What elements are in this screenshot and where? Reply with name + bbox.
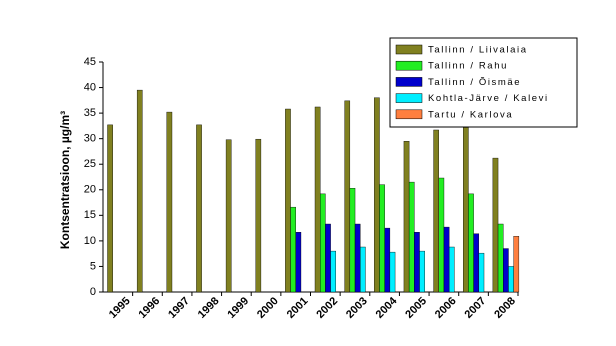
- bar: [136, 89, 143, 293]
- bar: [320, 193, 326, 293]
- y-axis-label: Kontsentratsioon, µg/m³: [58, 111, 72, 249]
- y-tick-label: 20: [84, 184, 96, 196]
- bar: [349, 188, 356, 293]
- y-tick-label: 10: [84, 235, 96, 247]
- bar: [384, 227, 391, 293]
- bar: [314, 106, 321, 293]
- bar: [448, 246, 455, 293]
- x-tick-label: 2001: [285, 295, 311, 321]
- y-tick-label: 40: [84, 81, 96, 93]
- x-tick-label: 1996: [136, 295, 162, 321]
- legend-swatch: [395, 60, 423, 71]
- legend-swatch: [395, 77, 423, 87]
- bar: [290, 206, 296, 293]
- legend-swatch: [395, 109, 423, 120]
- bar: [379, 184, 385, 293]
- legend-label: Tallinn / Liivalaia: [428, 45, 528, 56]
- bar: [354, 223, 361, 293]
- bar: [255, 138, 262, 293]
- bar: [295, 231, 302, 293]
- y-tick-label: 15: [84, 209, 96, 221]
- bar: [473, 233, 480, 293]
- x-tick-label: 2003: [344, 295, 370, 321]
- x-tick-label: 2004: [374, 294, 400, 320]
- bar: [325, 223, 331, 293]
- bar: [225, 139, 232, 293]
- legend-label: Tartu / Karlova: [428, 109, 513, 120]
- x-tick-label: 2002: [314, 295, 340, 321]
- bar: [478, 252, 485, 293]
- x-tick-label: 2008: [492, 295, 518, 321]
- bar: [463, 127, 469, 293]
- bar: [433, 129, 439, 293]
- y-tick-label: 0: [90, 286, 96, 298]
- bar: [166, 111, 173, 293]
- x-tick-label: 1999: [225, 295, 251, 321]
- bar: [419, 250, 425, 293]
- legend-swatch: [395, 44, 423, 55]
- bar: [414, 231, 420, 293]
- x-tick-label: 1997: [166, 295, 192, 321]
- legend-swatch: [395, 93, 423, 103]
- x-tick-label: 1998: [196, 295, 222, 321]
- bar: [389, 251, 396, 293]
- bar: [196, 124, 202, 293]
- y-tick-label: 35: [84, 107, 96, 119]
- bar: [408, 181, 415, 293]
- y-tick-label: 25: [84, 158, 96, 170]
- legend-label: Tallinn / Õismäe: [428, 77, 521, 88]
- y-tick-label: 5: [90, 260, 96, 272]
- bar: [508, 266, 514, 293]
- bar: [285, 108, 291, 293]
- bar: [403, 141, 410, 293]
- bar: [497, 223, 504, 293]
- bar: [443, 226, 450, 293]
- y-tick-label: 45: [84, 56, 96, 68]
- bar: [513, 236, 520, 293]
- x-tick-label: 2007: [463, 295, 489, 321]
- x-tick-label: 2005: [403, 295, 429, 321]
- x-tick-label: 1995: [107, 295, 133, 321]
- y-tick-label: 30: [84, 133, 96, 145]
- bar: [360, 246, 366, 293]
- x-tick-label: 2000: [255, 295, 281, 321]
- bar: [344, 100, 351, 293]
- bar: [438, 177, 445, 293]
- bar: [503, 248, 509, 293]
- x-tick-label: 2006: [433, 295, 459, 321]
- bar: [330, 250, 337, 293]
- bar: [468, 193, 474, 293]
- bar: [107, 124, 113, 293]
- legend-label: Tallinn / Rahu: [428, 61, 508, 72]
- legend-label: Kohtla-Järve / Kalevi: [428, 93, 549, 104]
- bar: [374, 97, 380, 293]
- bar: [492, 157, 499, 293]
